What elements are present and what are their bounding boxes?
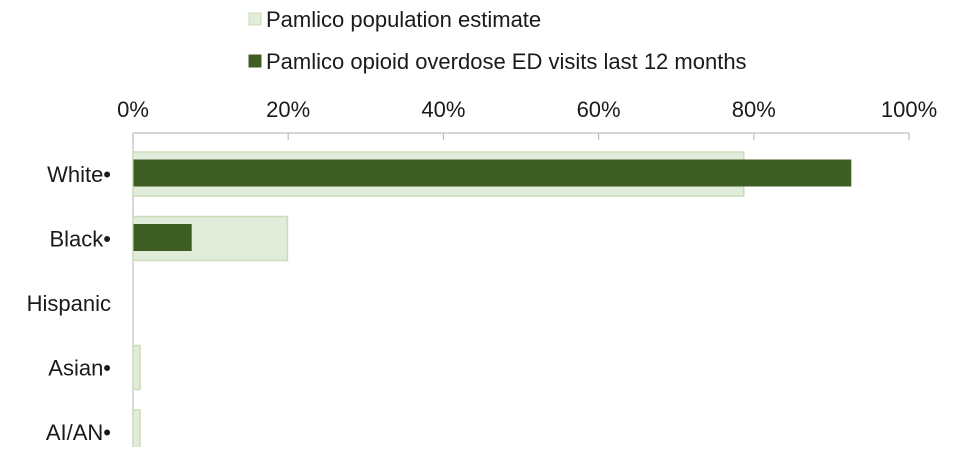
category-label: Black• [50, 227, 112, 252]
bar-ed-visits [133, 159, 852, 187]
x-tick-label: 0% [117, 97, 149, 122]
legend-label-0: Pamlico population estimate [266, 7, 541, 32]
x-tick-label: 80% [732, 97, 776, 122]
category-label: AI/AN• [46, 420, 111, 445]
legend-swatch-0 [248, 12, 262, 26]
x-tick-label: 40% [421, 97, 465, 122]
x-tick-label: 20% [266, 97, 310, 122]
category-label: Hispanic [27, 291, 111, 316]
category-labels: White• Black• Hispanic Asian• AI/AN• [27, 162, 111, 445]
bar-population [132, 344, 141, 391]
bar-population [132, 409, 141, 452]
x-tick-label: 60% [577, 97, 621, 122]
category-label: Asian• [48, 356, 111, 381]
category-label: White• [47, 162, 111, 187]
legend-swatch-1 [248, 54, 262, 68]
bar-ed-visits [133, 224, 192, 251]
bars [132, 151, 852, 452]
x-axis: 0% 20% 40% 60% 80% 100% [117, 97, 937, 447]
x-tick-label: 100% [881, 97, 937, 122]
legend-label-1: Pamlico opioid overdose ED visits last 1… [266, 49, 747, 74]
legend: Pamlico population estimate Pamlico opioi… [248, 7, 747, 74]
